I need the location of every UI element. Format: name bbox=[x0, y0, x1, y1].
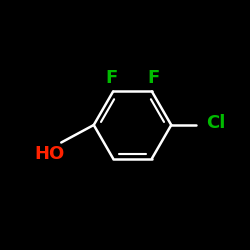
Text: Cl: Cl bbox=[206, 114, 226, 132]
Text: F: F bbox=[147, 69, 159, 87]
Text: HO: HO bbox=[35, 145, 65, 163]
Text: F: F bbox=[106, 69, 118, 87]
